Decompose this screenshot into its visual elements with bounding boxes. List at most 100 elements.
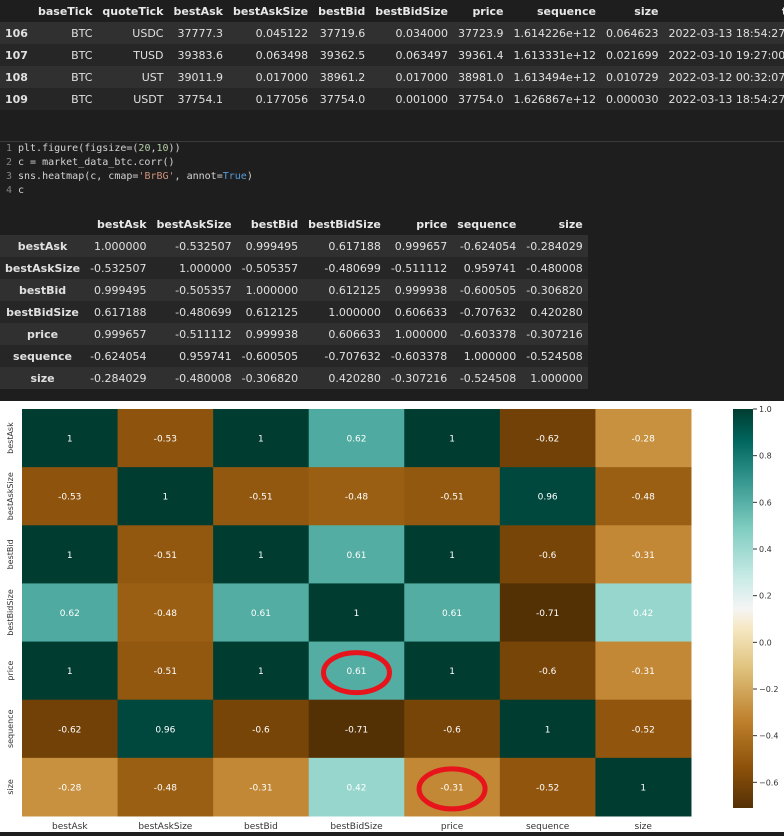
x-tick-label: bestAsk (52, 822, 88, 832)
cell-annotation: -0.48 (154, 783, 178, 793)
dataframe-output-1: baseTick quoteTick bestAsk bestAskSize bestB… (0, 0, 784, 110)
heatmap-cell (595, 525, 692, 584)
table-cell: 0.017000 (395, 70, 449, 84)
heatmap-cell (22, 525, 119, 584)
table-cell: 0.010729 (605, 70, 659, 84)
x-tick-label: price (441, 822, 464, 832)
table-cell: 1.000000 (530, 371, 583, 385)
cell-annotation: 1 (258, 551, 264, 561)
table-cell: -0.505357 (175, 283, 232, 297)
cell-annotation: 1 (67, 551, 73, 561)
heatmap-cell (117, 409, 214, 468)
table-row: bestAskSize -0.532507 1.000000 -0.505357 -0.… (0, 257, 588, 279)
heatmap-cell (308, 583, 405, 643)
table-cell: BTC (71, 26, 93, 40)
table-cell: 0.000030 (605, 92, 659, 106)
table-cell: 1.614226e+12 (513, 26, 596, 40)
code-token: True (222, 171, 247, 182)
heatmap-cell (213, 757, 310, 817)
line-number: 3 (6, 171, 13, 182)
cell-annotation: -0.51 (154, 551, 177, 561)
column-header: bestBidSize (375, 4, 448, 18)
x-tick-label: size (634, 822, 652, 832)
table-cell: 0.021699 (605, 48, 659, 62)
table-cell: 39011.9 (177, 70, 224, 84)
code-token: sns.heatmap(c, cmap= (18, 171, 139, 182)
cell-annotation: -0.31 (249, 783, 272, 793)
heatmap-cell (22, 641, 119, 701)
heatmap-cell (22, 583, 119, 643)
correlation-dataframe-output: bestAsk bestAskSize bestBid bestBidSize pric… (0, 213, 588, 389)
table-cell: 0.959741 (179, 349, 232, 363)
highlight-circle (416, 766, 488, 812)
colorbar-tick-label: 0.4 (759, 545, 772, 554)
column-header: bestBid (318, 4, 366, 18)
cell-annotation: -0.6 (539, 667, 557, 677)
table-cell: 2022-03-13 18:54:27.300 (668, 26, 784, 40)
row-index: sequence (13, 349, 73, 363)
table-cell: 2022-03-13 18:54:27.274 (668, 92, 784, 106)
code-token: c (18, 185, 25, 196)
heatmap-cell (308, 757, 405, 817)
cell-annotation: 1 (354, 609, 360, 619)
table-cell: 1.000000 (94, 239, 147, 253)
highlight-circle (320, 650, 392, 696)
table-cell: 1.000000 (328, 305, 381, 319)
column-header: bestAskSize (233, 4, 309, 18)
table-cell: 0.420280 (530, 305, 583, 319)
cell-annotation: -0.51 (154, 667, 177, 677)
table-row: bestBid 0.999495 -0.505357 1.000000 0.612125… (0, 279, 588, 301)
heatmap-cell (213, 699, 310, 759)
table-cell: -0.480699 (175, 305, 232, 319)
column-header: price (416, 217, 448, 231)
code-cell[interactable]: 1 plt.figure(figsize=(20,10)) 2 c = market_… (0, 141, 784, 202)
heatmap-cell (117, 467, 214, 526)
table-cell: 0.045122 (255, 26, 309, 40)
heatmap-cell (22, 699, 119, 759)
table-cell: 38961.2 (319, 70, 366, 84)
column-header: bestAsk (173, 4, 224, 18)
code-text: c (18, 184, 24, 198)
table-cell: 0.617188 (94, 305, 147, 319)
table-cell: -0.306820 (526, 283, 583, 297)
table-cell: 0.034000 (395, 26, 449, 40)
table-cell: 39362.5 (319, 48, 366, 62)
heatmap-cell (404, 409, 501, 468)
heatmap-cell (22, 467, 119, 526)
cell-annotation: -0.62 (58, 725, 81, 735)
table-cell: 0.420280 (328, 371, 381, 385)
cell-annotation: -0.52 (536, 783, 559, 793)
cell-annotation: -0.71 (345, 725, 368, 735)
y-tick-label: size (6, 779, 15, 795)
cell-annotation: 0.42 (633, 609, 653, 619)
heatmap-cell (117, 583, 214, 643)
table-cell: 1.613494e+12 (513, 70, 596, 84)
table-cell: -0.511112 (390, 261, 448, 275)
line-number: 2 (6, 157, 13, 168)
table-cell: -0.307216 (526, 327, 583, 341)
heatmap-cell (595, 757, 692, 817)
column-header: time (663, 0, 784, 22)
column-header: size (558, 217, 583, 231)
heatmap-cell (595, 409, 692, 468)
table-cell: -0.480008 (175, 371, 232, 385)
row-index: bestAskSize (5, 261, 81, 275)
cell-annotation: -0.31 (440, 783, 463, 793)
heatmap-cell (213, 583, 310, 643)
table-cell: 37719.6 (319, 26, 366, 40)
table-cell: -0.707632 (324, 349, 381, 363)
code-text: plt.figure(figsize=(20,10)) (18, 142, 181, 156)
column-header (0, 213, 85, 235)
table-row: 106 BTC USDC 37777.3 0.045122 37719.6 0.034000… (0, 22, 784, 44)
table-cell: 0.999938 (245, 327, 299, 341)
table-cell: 37754.0 (458, 92, 504, 106)
heatmap-cell (595, 583, 692, 643)
table-cell: -0.624054 (459, 239, 517, 253)
cell-annotation: 1 (449, 551, 455, 561)
heatmap-cell (404, 525, 501, 584)
table-cell: -0.284029 (526, 239, 583, 253)
cell-annotation: 1 (449, 435, 455, 445)
table-cell: 1.000000 (179, 261, 232, 275)
cell-annotation: 1 (545, 725, 551, 735)
